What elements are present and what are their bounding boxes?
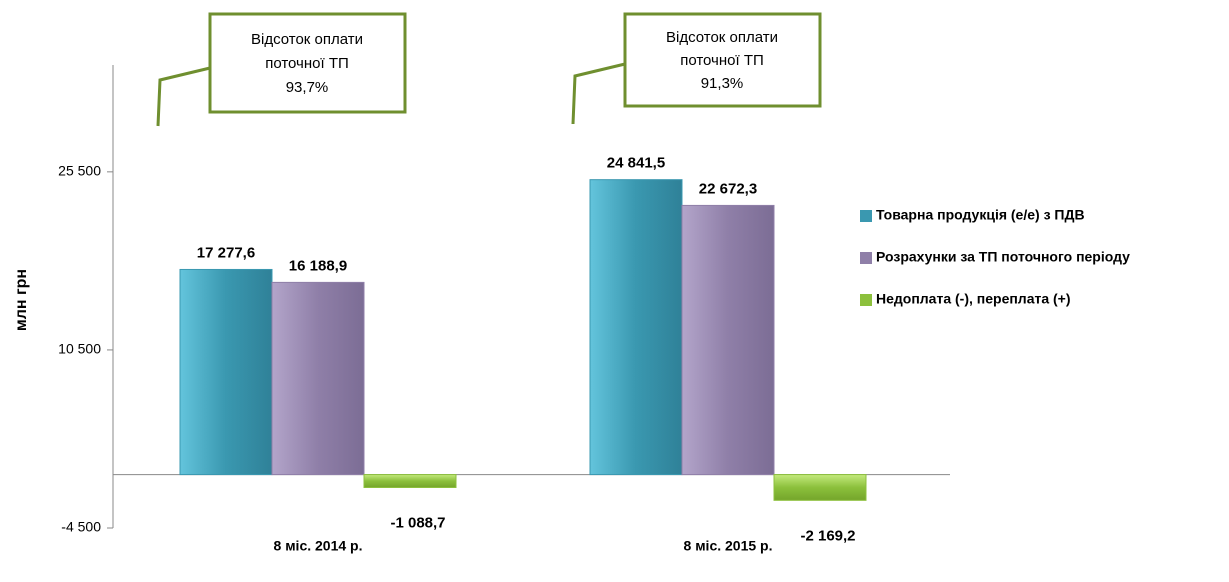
callout: Відсоток оплати поточної ТП 91,3% <box>571 12 822 125</box>
legend-swatch <box>860 252 872 264</box>
bar <box>773 474 867 501</box>
y-tick-label: -4 500 <box>61 519 101 535</box>
bar <box>271 281 365 476</box>
callout-text: 93,7% <box>286 79 329 96</box>
x-tick-label: 8 міс. 2015 р. <box>684 538 773 554</box>
bar <box>681 204 775 476</box>
bar <box>179 268 273 476</box>
legend-label: Розрахунки за ТП поточного періоду <box>876 249 1130 265</box>
x-tick-label: 8 міс. 2014 р. <box>274 538 363 554</box>
callout-text: Відсоток оплати <box>251 31 363 48</box>
legend-swatch <box>860 210 872 222</box>
value-label: 24 841,5 <box>607 155 665 172</box>
y-tick-label: 25 500 <box>58 163 101 179</box>
value-label: -2 169,2 <box>800 527 855 544</box>
y-axis-label: млн грн <box>13 269 30 331</box>
value-label: 16 188,9 <box>289 257 347 274</box>
bar <box>363 474 457 489</box>
callout-text: Відсоток оплати <box>666 29 778 46</box>
y-tick-label: 10 500 <box>58 341 101 357</box>
legend-label: Недоплата (-), переплата (+) <box>876 291 1071 307</box>
callout-text: поточної ТП <box>680 52 764 69</box>
value-label: 22 672,3 <box>699 180 757 197</box>
bar <box>589 179 683 476</box>
value-label: 17 277,6 <box>197 244 255 261</box>
legend-swatch <box>860 294 872 306</box>
value-label: -1 088,7 <box>390 514 445 531</box>
legend-label: Товарна продукція (е/е) з ПДВ <box>876 207 1085 223</box>
callout-text: 91,3% <box>701 75 744 92</box>
callout: Відсоток оплати поточної ТП 93,7% <box>156 12 407 127</box>
callout-text: поточної ТП <box>265 55 349 72</box>
